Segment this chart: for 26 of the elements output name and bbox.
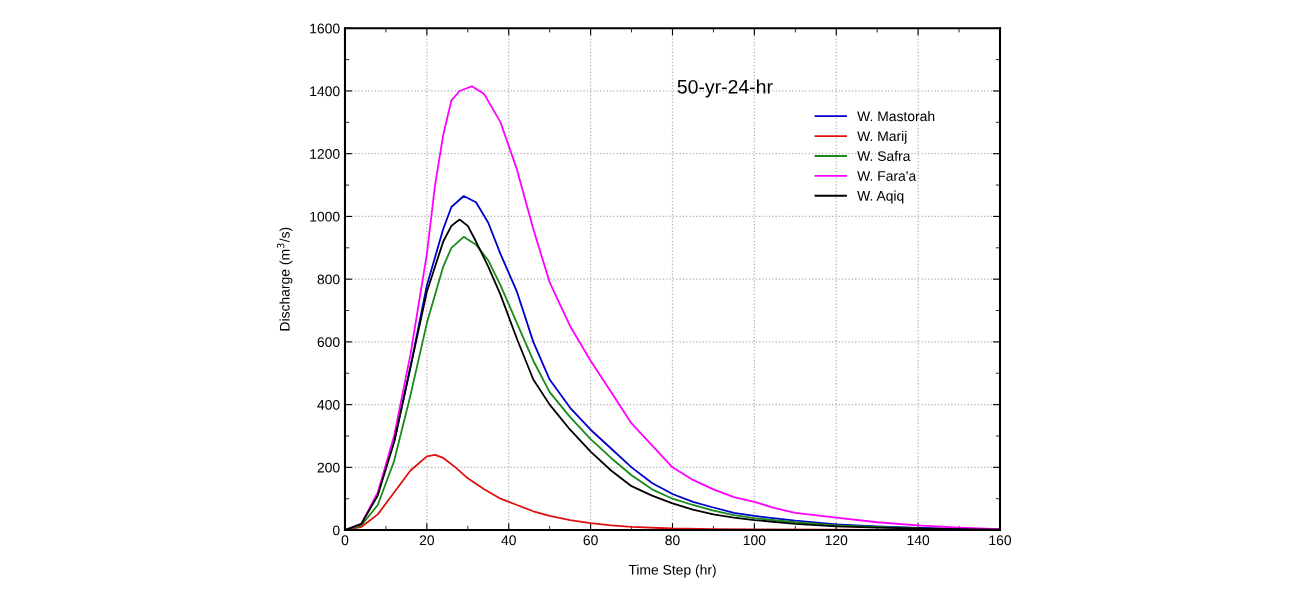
legend-label: W. Marij [857,130,907,144]
y-tick-label: 1400 [310,86,340,97]
x-tick-label: 100 [743,535,766,546]
legend-label: W. Fara'a [857,171,917,181]
legend-label: W. Safra [857,150,911,161]
x-tick-label: 20 [419,535,435,546]
y-tick-label: 1200 [310,149,340,159]
x-tick-label: 60 [583,535,598,546]
y-tick-label: 1600 [310,23,340,34]
y-tick-label: 0 [332,525,340,536]
y-tick-label: 800 [317,274,340,285]
x-tick-label: 0 [341,535,349,546]
y-axis-title: Discharge (m$^{3}$/s) [277,227,293,331]
legend-label: W. Mastorah [857,111,935,122]
y-tick-label: 200 [317,462,340,473]
y-tick-label: 1000 [310,211,340,222]
x-tick-label: 80 [665,535,680,546]
x-tick-label: 140 [907,535,930,546]
legend-label: W. Aqiq [857,190,904,204]
x-tick-label: 160 [989,535,1012,546]
text: 50-yr-24-hr [677,79,773,98]
y-tick-label: 600 [317,337,340,348]
x-tick-label: 120 [825,535,848,546]
x-axis-title: Time Step (hr) [628,564,716,578]
x-tick-label: 40 [501,535,516,546]
y-tick-label: 400 [317,399,340,410]
